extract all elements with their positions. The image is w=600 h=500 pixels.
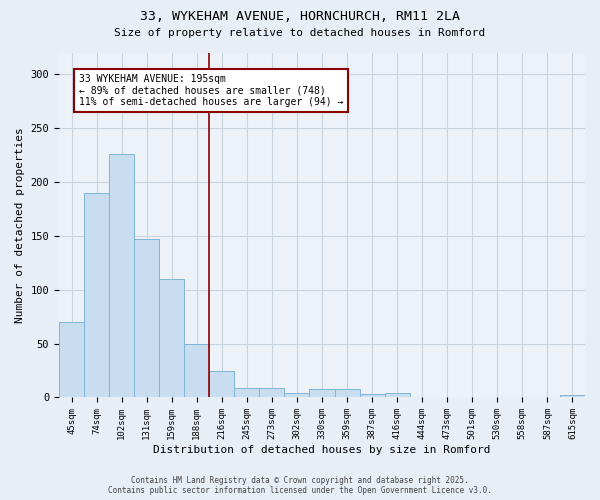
Bar [284, 393, 310, 398]
Bar [335, 389, 359, 398]
Bar [560, 396, 585, 398]
Bar [235, 388, 259, 398]
Bar [359, 394, 385, 398]
Bar [259, 388, 284, 398]
Bar [385, 393, 410, 398]
Bar [84, 192, 109, 398]
Bar [134, 239, 159, 398]
Bar [159, 279, 184, 398]
Bar [184, 344, 209, 398]
Text: 33 WYKEHAM AVENUE: 195sqm
← 89% of detached houses are smaller (748)
11% of semi: 33 WYKEHAM AVENUE: 195sqm ← 89% of detac… [79, 74, 343, 108]
Text: Size of property relative to detached houses in Romford: Size of property relative to detached ho… [115, 28, 485, 38]
Text: 33, WYKEHAM AVENUE, HORNCHURCH, RM11 2LA: 33, WYKEHAM AVENUE, HORNCHURCH, RM11 2LA [140, 10, 460, 23]
Bar [109, 154, 134, 398]
Bar [59, 322, 84, 398]
X-axis label: Distribution of detached houses by size in Romford: Distribution of detached houses by size … [153, 445, 491, 455]
Text: Contains HM Land Registry data © Crown copyright and database right 2025.
Contai: Contains HM Land Registry data © Crown c… [108, 476, 492, 495]
Y-axis label: Number of detached properties: Number of detached properties [15, 127, 25, 323]
Bar [209, 370, 235, 398]
Bar [310, 389, 335, 398]
